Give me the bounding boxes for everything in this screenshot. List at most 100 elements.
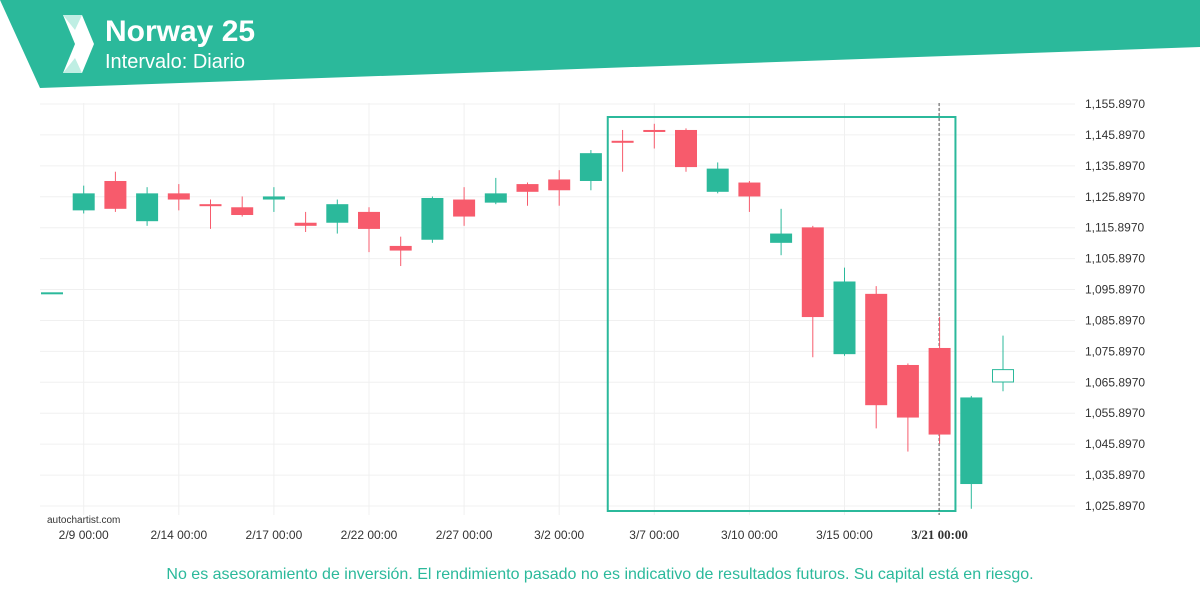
candle-body — [326, 204, 349, 223]
candle-body — [643, 129, 666, 132]
pattern-highlight-box — [606, 116, 957, 512]
candle — [72, 185, 95, 214]
x-tick-label: 3/2 00:00 — [534, 528, 584, 542]
autochartist-logo-icon — [63, 15, 94, 73]
candles — [41, 123, 1014, 509]
y-tick-label: 1,055.8970 — [1085, 406, 1145, 420]
candle — [453, 187, 476, 226]
candle — [896, 363, 919, 452]
candle — [389, 236, 412, 267]
x-tick-label: 2/14 00:00 — [150, 528, 207, 542]
candle — [326, 199, 349, 234]
x-tick-label: 2/22 00:00 — [341, 528, 398, 542]
x-tick-label: 2/27 00:00 — [436, 528, 493, 542]
candle — [928, 317, 951, 444]
candle — [167, 184, 190, 211]
candle-body — [389, 245, 412, 251]
candle-body — [865, 293, 888, 406]
candle-body — [453, 199, 476, 217]
y-tick-label: 1,075.8970 — [1085, 344, 1145, 358]
candle-body — [72, 193, 95, 211]
y-tick-label: 1,135.8970 — [1085, 159, 1145, 173]
candle — [738, 180, 761, 212]
candle — [770, 208, 793, 256]
highlight-region — [606, 103, 957, 515]
x-tick-label: 3/21 00:00 — [911, 527, 968, 542]
y-tick-label: 1,115.8970 — [1085, 221, 1144, 235]
disclaimer: No es asesoramiento de inversión. El ren… — [166, 566, 1034, 583]
candle-body — [548, 179, 571, 191]
y-tick-label: 1,065.8970 — [1085, 375, 1145, 389]
header-banner: Norway 25 Intervalo: Diario — [0, 0, 1200, 90]
candle-body — [675, 129, 697, 168]
candle-body — [738, 182, 761, 197]
y-tick-label: 1,105.8970 — [1085, 252, 1145, 266]
y-tick-label: 1,025.8970 — [1085, 499, 1145, 513]
y-tick-label: 1,035.8970 — [1085, 468, 1145, 482]
candle — [136, 187, 159, 226]
y-tick-label: 1,045.8970 — [1085, 437, 1145, 451]
candle — [484, 177, 507, 205]
candle — [358, 207, 380, 253]
candle — [104, 171, 127, 212]
candle-body — [928, 347, 951, 435]
candle — [865, 286, 888, 429]
y-tick-label: 1,155.8970 — [1085, 97, 1145, 111]
candle-body — [896, 364, 919, 418]
grid-lines — [40, 103, 1075, 515]
candle-body — [358, 211, 380, 229]
candle-body — [706, 168, 729, 192]
x-tick-label: 3/7 00:00 — [629, 528, 679, 542]
candle-body — [294, 222, 317, 226]
candle — [992, 335, 1014, 392]
candle — [421, 196, 444, 243]
x-axis: 2/9 00:00 2/14 00:00 2/17 00:00 2/22 00:00 2… — [59, 527, 968, 542]
chart-subtitle: Intervalo: Diario — [105, 51, 246, 73]
candle — [706, 162, 729, 194]
x-tick-label: 2/9 00:00 — [59, 528, 109, 542]
candle-body — [801, 227, 824, 318]
candle-body — [41, 292, 63, 295]
candle-body — [136, 193, 159, 222]
candle — [41, 292, 63, 295]
y-tick-label: 1,095.8970 — [1085, 283, 1145, 297]
candle — [548, 170, 571, 206]
chart-title: Norway 25 — [105, 15, 256, 48]
candle-body — [199, 204, 222, 207]
candle — [675, 128, 697, 172]
candle-body — [484, 193, 507, 203]
candle-body — [104, 180, 127, 209]
candle — [611, 129, 634, 172]
x-tick-label: 3/15 00:00 — [816, 528, 873, 542]
candle — [516, 182, 539, 206]
candle-body — [992, 369, 1014, 383]
candle — [643, 123, 666, 149]
x-tick-label: 2/17 00:00 — [246, 528, 303, 542]
candle — [960, 395, 983, 509]
candle-body — [579, 153, 602, 181]
candle — [833, 267, 856, 356]
candle — [579, 150, 602, 191]
candle — [231, 196, 254, 217]
y-tick-label: 1,085.8970 — [1085, 313, 1145, 327]
candle-body — [167, 193, 190, 200]
candle — [262, 187, 285, 212]
watermark: autochartist.com — [47, 515, 121, 526]
y-tick-label: 1,145.8970 — [1085, 128, 1145, 142]
candle — [199, 199, 222, 229]
candle-body — [611, 140, 634, 143]
candle-body — [421, 197, 444, 240]
candle-body — [262, 196, 285, 200]
candle-body — [516, 184, 539, 192]
candle-body — [833, 281, 856, 355]
candle-body — [770, 233, 793, 243]
header-background — [0, 0, 1200, 88]
candle — [801, 225, 824, 358]
candle — [294, 211, 317, 233]
x-tick-label: 3/10 00:00 — [721, 528, 778, 542]
candle-body — [960, 397, 983, 485]
y-tick-label: 1,125.8970 — [1085, 190, 1145, 204]
candle-body — [231, 207, 254, 216]
y-axis: 1,155.8970 1,145.8970 1,135.8970 1,125.8970… — [1085, 97, 1145, 513]
